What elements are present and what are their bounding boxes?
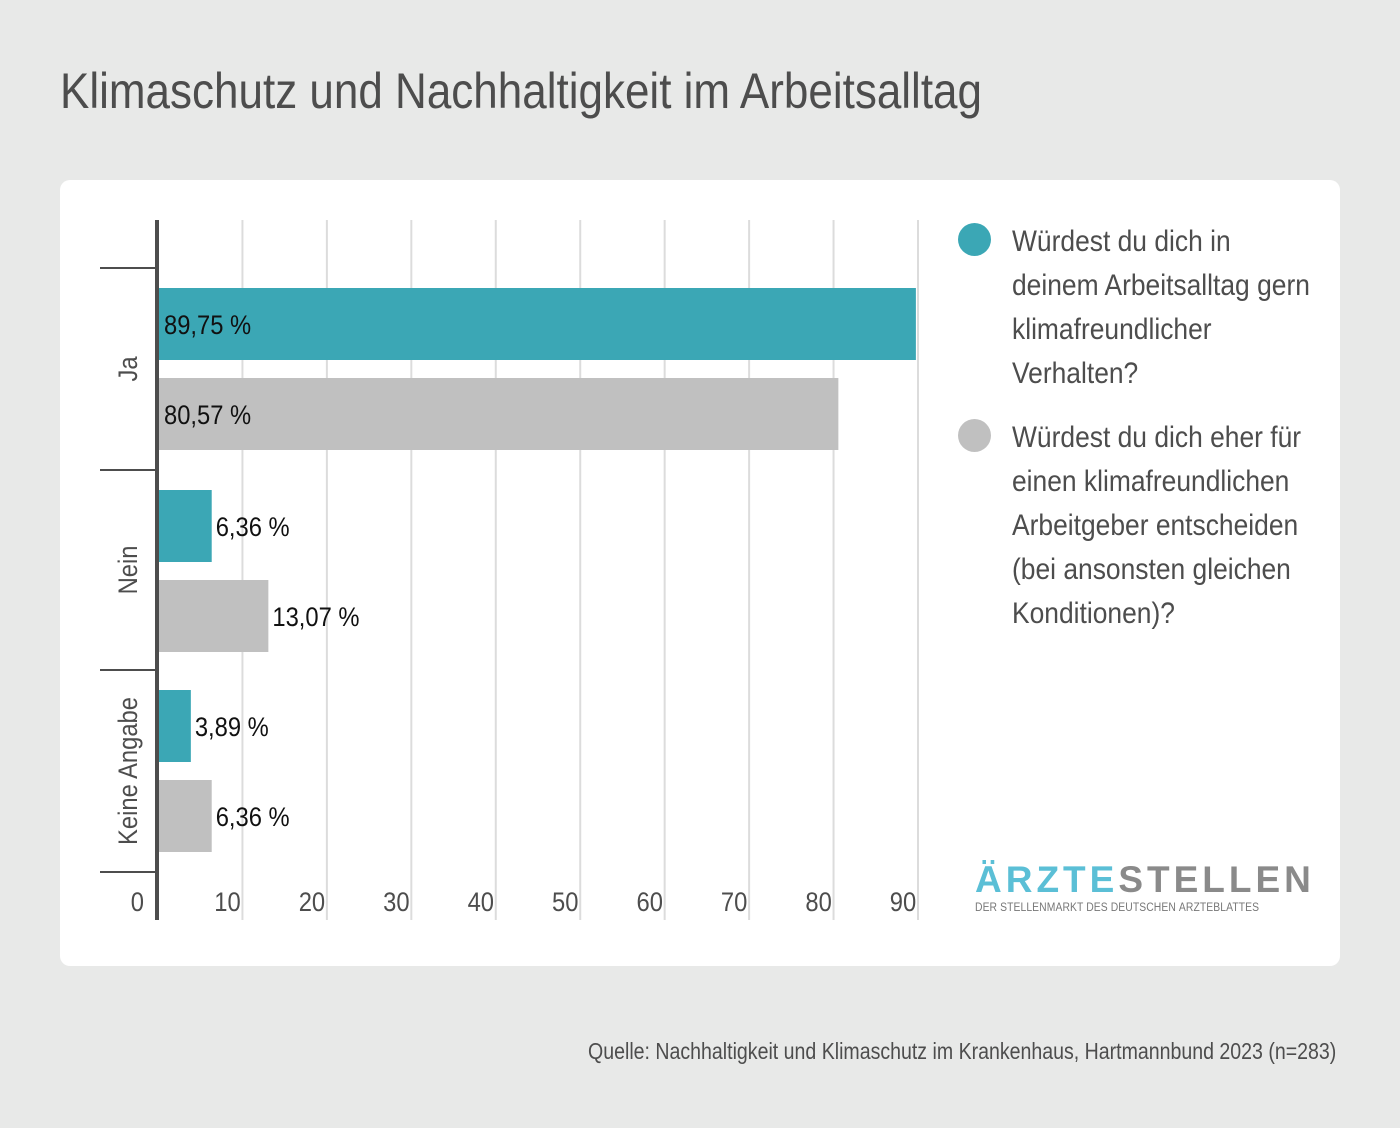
x-tick-label: 80 <box>805 888 831 918</box>
x-tick-label: 30 <box>383 888 409 918</box>
x-tick-label: 10 <box>214 888 240 918</box>
x-tick-label: 50 <box>552 888 578 918</box>
bar <box>158 378 839 450</box>
logo-part1: ÄRZTE <box>975 859 1119 900</box>
category-label: Nein <box>114 546 144 595</box>
x-tick-label: 20 <box>299 888 325 918</box>
data-label: 6,36 % <box>216 803 290 833</box>
x-tick-label: 60 <box>636 888 662 918</box>
data-label: 80,57 % <box>164 401 251 431</box>
x-tick-label: 90 <box>890 888 916 918</box>
data-label: 6,36 % <box>216 513 290 543</box>
data-label: 13,07 % <box>272 603 359 633</box>
legend-dot-teal <box>958 223 991 256</box>
x-tick-label: 40 <box>468 888 494 918</box>
bar <box>158 690 191 762</box>
bar <box>158 580 269 652</box>
aerztestellen-logo: ÄRZTESTELLEN DER STELLENMARKT DES DEUTSC… <box>975 859 1315 915</box>
logo-tagline: DER STELLENMARKT DES DEUTSCHEN ÄRZTEBLAT… <box>975 902 1260 914</box>
chart-card: 0 10 20 30 40 50 60 70 80 90 Ja 89,75 % 80,57 % Nein 6… <box>60 180 1340 966</box>
source-note: Quelle: Nachhaltigkeit und Klimaschutz i… <box>587 1038 1336 1064</box>
legend-item-series-1: Würdest du dich in deinem Arbeitsalltag … <box>958 220 1352 396</box>
legend-item-series-2: Würdest du dich eher für einen klimafreu… <box>958 416 1352 636</box>
bar <box>158 490 212 562</box>
bar <box>158 288 916 360</box>
x-tick-label: 0 <box>131 888 144 918</box>
logo-part2: STELLEN <box>1118 859 1315 900</box>
data-label: 3,89 % <box>195 713 269 743</box>
data-label: 89,75 % <box>164 311 251 341</box>
category-label: Keine Angabe <box>114 697 144 845</box>
category-label: Ja <box>114 356 144 382</box>
x-tick-label: 70 <box>721 888 747 918</box>
bar <box>158 780 212 852</box>
legend-dot-gray <box>958 419 991 452</box>
bar-chart: 0 10 20 30 40 50 60 70 80 90 Ja 89,75 % 80,57 % Nein 6… <box>100 220 919 920</box>
page-title: Klimaschutz und Nachhaltigkeit im Arbeit… <box>60 63 983 119</box>
